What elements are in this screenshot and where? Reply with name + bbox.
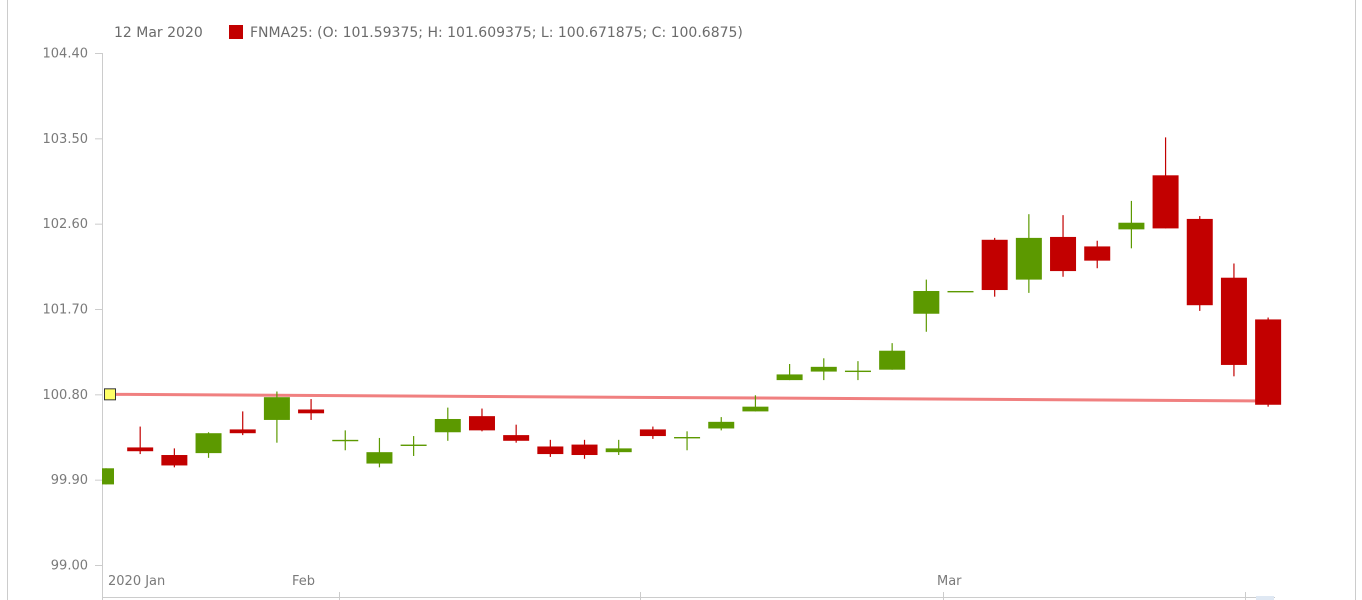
- candles-layer: [102, 137, 1282, 485]
- candle-body: [161, 455, 188, 466]
- candle: [913, 279, 940, 332]
- candle-body: [981, 239, 1008, 291]
- chart-frame: [7, 0, 1356, 600]
- y-axis: 104.40 103.50 102.60 101.70 100.80 99.90 99.00: [43, 47, 102, 574]
- legend-ohlc-text: FNMA25: (O: 101.59375; H: 101.609375; L:…: [250, 25, 743, 41]
- candle-body: [400, 444, 427, 446]
- candle-body: [298, 409, 325, 414]
- candle-body: [674, 437, 701, 439]
- candle: [1015, 214, 1042, 293]
- candle: [1152, 137, 1179, 229]
- candle: [1118, 200, 1145, 249]
- candle: [161, 448, 188, 468]
- x-axis: 2020 Jan Feb Mar: [108, 574, 1274, 600]
- y-tick-label: 99.90: [51, 473, 88, 488]
- candle-body: [127, 447, 154, 452]
- candle-body: [434, 418, 461, 433]
- candle: [537, 439, 564, 457]
- y-tick-label: 103.50: [43, 132, 89, 147]
- candle: [503, 424, 530, 443]
- trend-line-handle: [104, 388, 116, 401]
- candle-body: [537, 446, 564, 455]
- candle-body: [503, 435, 530, 441]
- y-tick-label: 104.40: [43, 47, 89, 62]
- candle: [332, 430, 359, 451]
- candle-body: [366, 452, 393, 464]
- candle: [366, 437, 393, 468]
- candle-body: [263, 397, 290, 420]
- candle-body: [844, 370, 871, 373]
- candle-body: [947, 290, 974, 293]
- candle-body: [1084, 246, 1111, 261]
- candle-body: [1015, 237, 1042, 280]
- candle-body: [708, 421, 735, 429]
- candle-body: [1255, 319, 1282, 405]
- candle: [605, 439, 632, 456]
- candle: [879, 343, 906, 370]
- trend-line-layer: [104, 388, 1276, 403]
- candle-body: [810, 366, 837, 372]
- candle: [1255, 317, 1282, 407]
- x-tick-label: Mar: [937, 574, 962, 589]
- candle: [468, 408, 495, 432]
- candle-body: [776, 374, 803, 381]
- candle: [195, 432, 222, 458]
- candle: [947, 290, 974, 293]
- candle-body: [1220, 277, 1247, 365]
- candle-body: [879, 350, 906, 370]
- candle: [708, 417, 735, 431]
- candle: [776, 363, 803, 381]
- candle-body: [571, 444, 598, 456]
- candle: [1186, 216, 1213, 311]
- candle: [1220, 263, 1247, 377]
- candle-body: [195, 433, 222, 454]
- candle: [263, 391, 290, 443]
- candle: [639, 426, 666, 439]
- candle-body: [639, 429, 666, 437]
- y-tick-label: 100.80: [43, 388, 89, 403]
- candle-body: [605, 448, 632, 453]
- candle: [674, 431, 701, 451]
- candle: [571, 439, 598, 459]
- y-tick-label: 99.00: [51, 559, 88, 574]
- candle-body: [1152, 175, 1179, 229]
- candle: [127, 426, 154, 455]
- candle: [434, 407, 461, 441]
- candle: [1084, 240, 1111, 269]
- candle-body: [468, 416, 495, 431]
- candle-body: [229, 429, 256, 434]
- candle: [400, 436, 427, 456]
- candle-body: [1118, 222, 1145, 230]
- legend: 12 Mar 2020 FNMA25: (O: 101.59375; H: 10…: [114, 25, 743, 41]
- candle: [810, 358, 837, 381]
- candle-body: [913, 290, 940, 314]
- x-tick-label: Feb: [292, 574, 315, 589]
- candle: [981, 237, 1008, 297]
- candle: [102, 468, 114, 485]
- candle: [844, 361, 871, 381]
- candle: [298, 399, 325, 420]
- x-tick-label: 2020 Jan: [108, 574, 165, 589]
- y-tick-label: 101.70: [43, 303, 89, 318]
- candle-body: [102, 468, 114, 485]
- legend-swatch: [229, 25, 243, 39]
- candle: [1050, 215, 1077, 277]
- candle-body: [742, 406, 769, 412]
- candle-body: [1050, 236, 1077, 272]
- candle-body: [1186, 218, 1213, 306]
- candle-body: [332, 439, 359, 442]
- scroll-indicator: [1256, 596, 1274, 600]
- legend-date: 12 Mar 2020: [114, 25, 203, 41]
- y-tick-label: 102.60: [43, 217, 89, 232]
- candle: [742, 395, 769, 412]
- candle: [229, 411, 256, 436]
- trend-line: [109, 392, 1276, 403]
